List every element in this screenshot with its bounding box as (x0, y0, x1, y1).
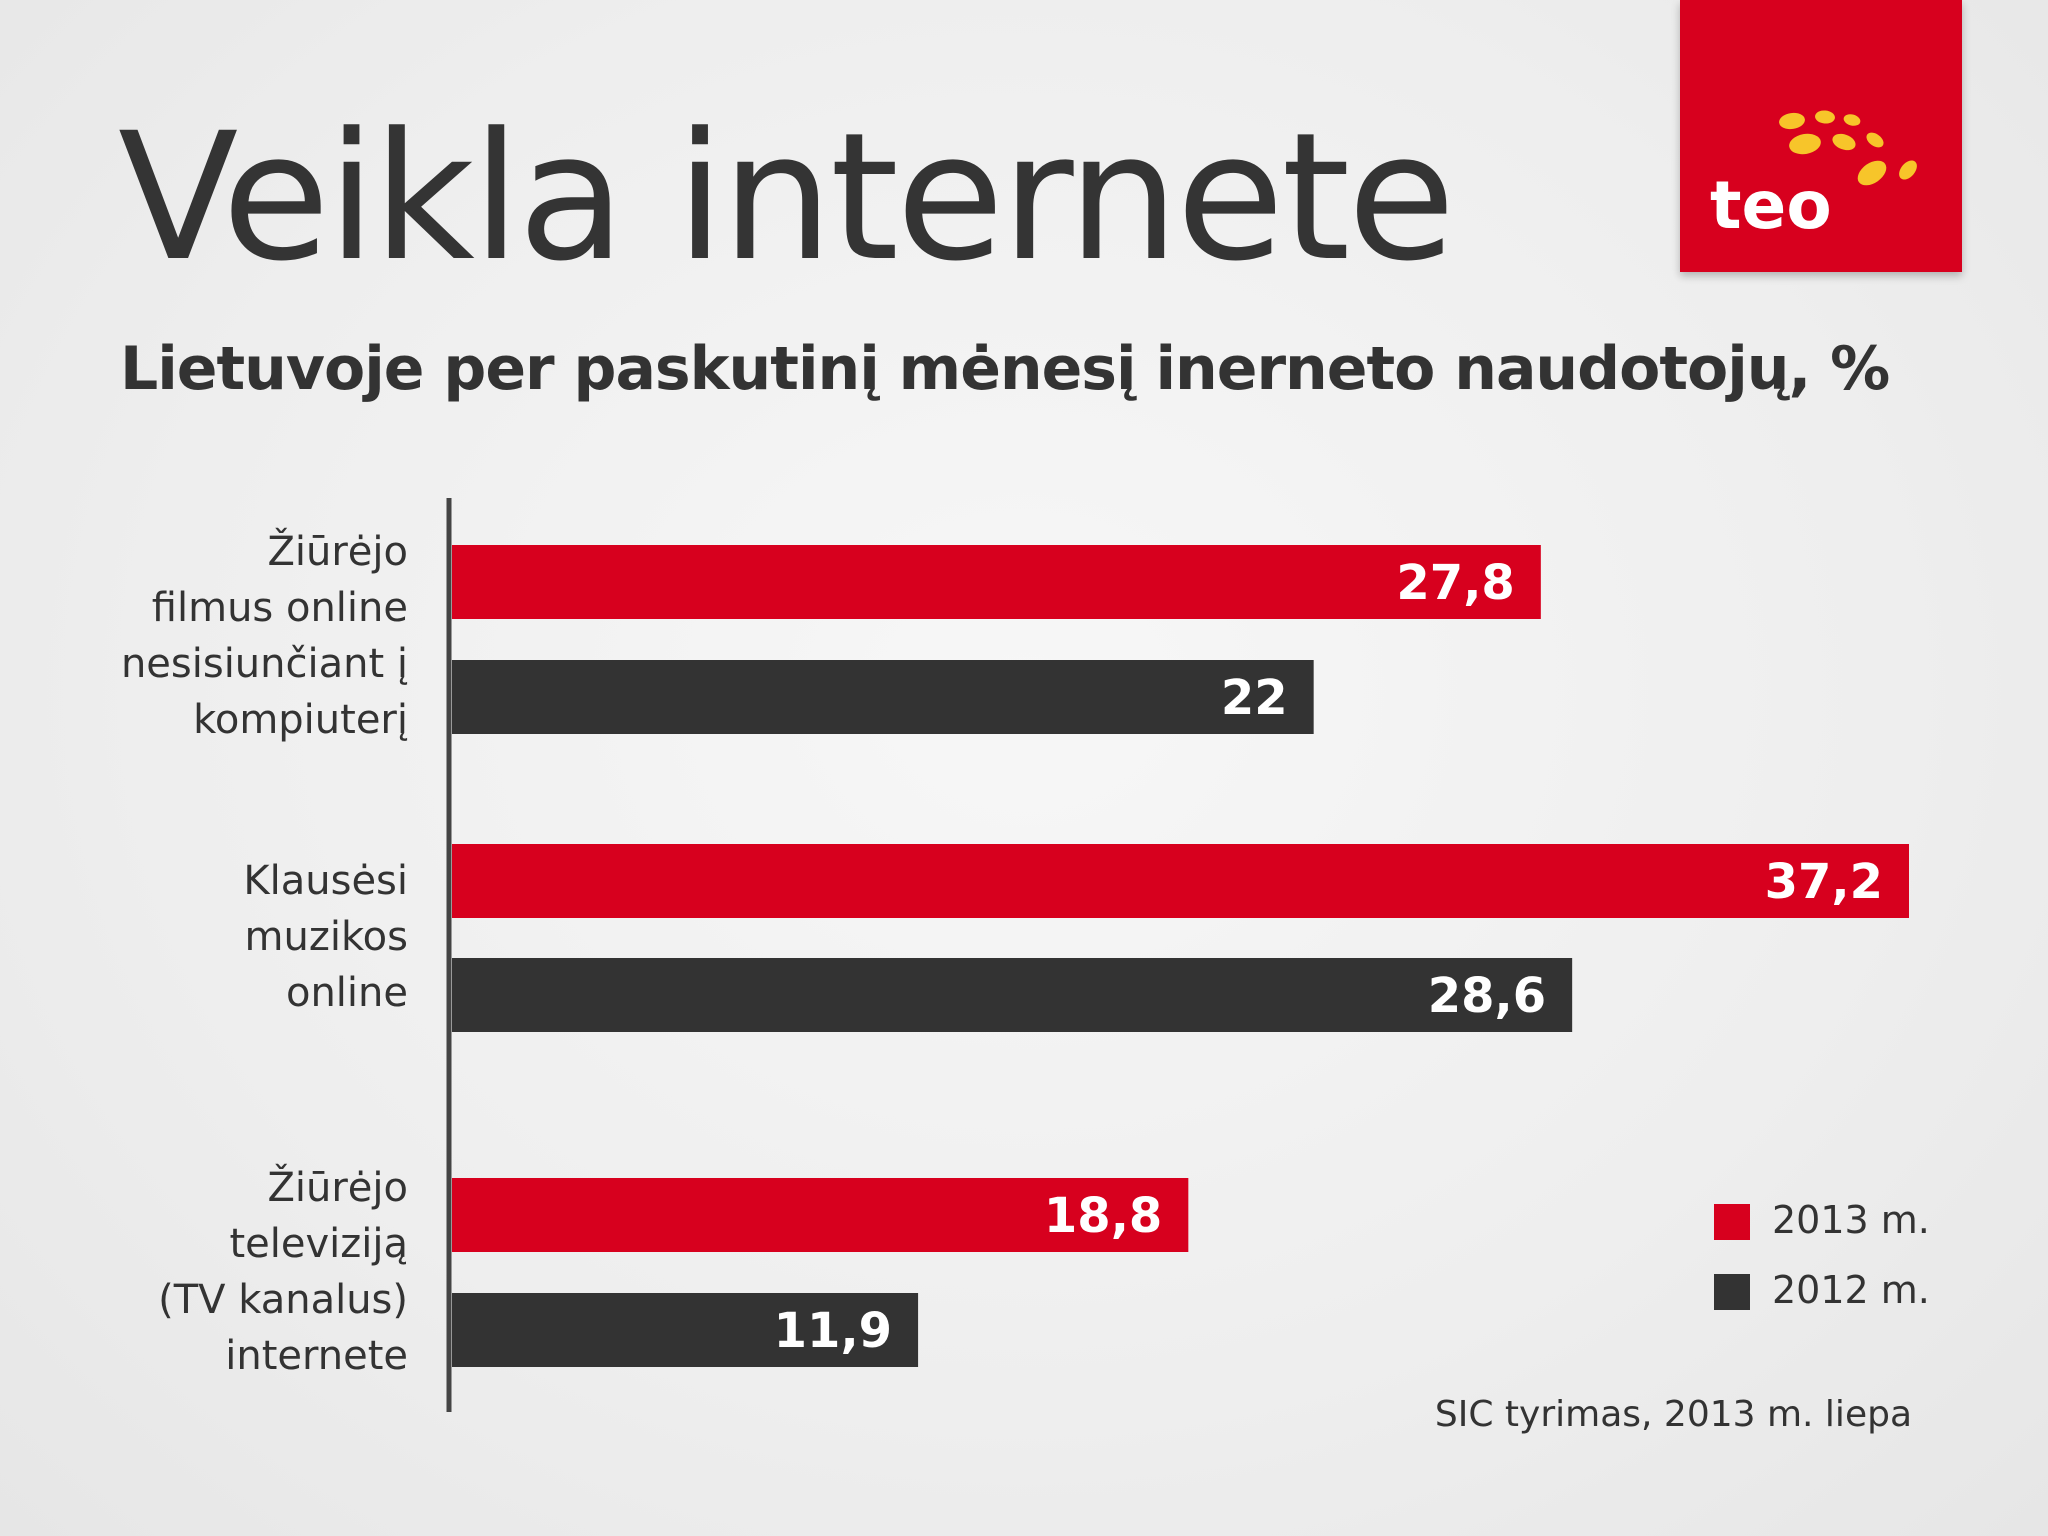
logo-text: teo (1710, 167, 1832, 244)
bar-value-label: 18,8 (1044, 1188, 1162, 1244)
category-label-line: online (285, 970, 408, 1016)
teo-logo-graphic: teo (1710, 110, 1917, 244)
legend-label-2012: 2012 m. (1772, 1268, 1930, 1312)
chart-title: Veikla internete (118, 95, 1456, 300)
bar-value-label: 11,9 (774, 1303, 892, 1359)
bar-2013-cat0 (452, 545, 1541, 619)
category-label-line: muzikos (244, 914, 408, 960)
bar-2012-cat0 (452, 660, 1314, 734)
category-label-films: Žiūrėjo filmus online nesisiunčiant į kompi… (121, 524, 408, 748)
source-note: SIC tyrimas, 2013 m. liepa (1434, 1394, 1912, 1435)
bar-2013-cat1 (452, 844, 1909, 918)
bar-value-label: 22 (1221, 670, 1288, 726)
category-label-line: filmus online (151, 585, 408, 631)
category-label-tv: Žiūrėjo televiziją (TV kanalus) internete (158, 1160, 408, 1384)
category-label-line: nesisiunčiant į (120, 641, 408, 687)
category-label-line: televiziją (229, 1221, 408, 1267)
bar-2012-cat1 (452, 958, 1573, 1032)
logo-dots-icon (1779, 110, 1917, 186)
chart-subtitle: Lietuvoje per paskutinį mėnesį inerneto … (120, 334, 1890, 404)
category-label-line: internete (225, 1333, 408, 1379)
category-label-line: (TV kanalus) (158, 1277, 408, 1323)
category-label-music: Klausėsi muzikos online (243, 853, 408, 1021)
category-label-line: Žiūrėjo (267, 529, 408, 575)
category-label-line: Klausėsi (243, 858, 408, 904)
teo-logo: teo (1680, 0, 1962, 272)
legend-swatch-2013 (1714, 1204, 1750, 1240)
category-label-line: kompiuterį (193, 697, 408, 743)
bar-2012-cat2 (452, 1293, 919, 1367)
category-label-line: Žiūrėjo (267, 1165, 408, 1211)
bar-value-label: 37,2 (1765, 854, 1883, 910)
legend-label-2013: 2013 m. (1772, 1198, 1930, 1242)
bar-value-label: 28,6 (1428, 968, 1546, 1024)
legend-swatch-2012 (1714, 1274, 1750, 1310)
bar-value-label: 27,8 (1396, 555, 1514, 611)
bar-2013-cat2 (452, 1178, 1189, 1252)
